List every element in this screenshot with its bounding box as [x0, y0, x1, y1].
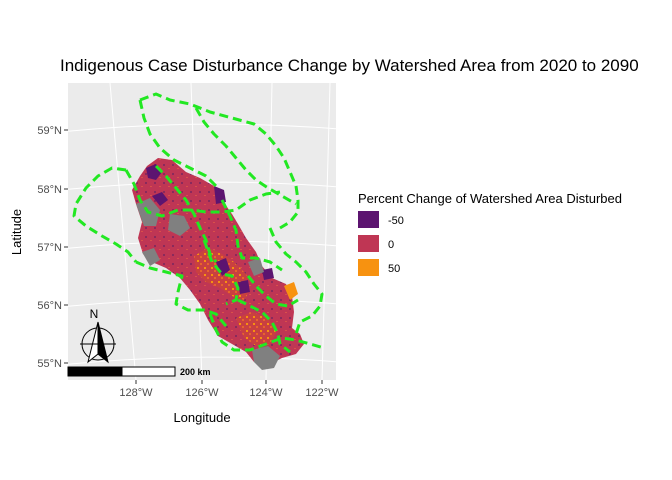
- no-data-area-southwest: [142, 248, 160, 266]
- watershed-area-decrease-mid: [238, 280, 250, 294]
- y-axis: 59°N 58°N 57°N 56°N 55°N: [37, 125, 68, 370]
- y-tick-label: 59°N: [37, 125, 62, 137]
- x-axis-title: Longitude: [173, 410, 230, 425]
- scale-bar: 200 km: [67, 366, 211, 377]
- no-data-area-ridge: [248, 258, 264, 276]
- watershed-area-decrease-small: [262, 268, 274, 280]
- x-tick-label: 128°W: [119, 387, 153, 399]
- y-tick-label: 55°N: [37, 358, 62, 370]
- legend-swatch-decrease: [358, 211, 379, 228]
- north-arrow-label: N: [90, 307, 99, 321]
- watershed-area-decrease-south: [216, 258, 230, 276]
- boundary-central: [154, 164, 218, 263]
- boundary-north-inner: [138, 99, 218, 188]
- x-tick-label: 126°W: [185, 387, 219, 399]
- boundary-northwest: [194, 107, 297, 206]
- no-data-area-south: [252, 346, 280, 370]
- boundary-mid-south: [237, 298, 291, 354]
- legend-swatch-increase: [358, 259, 379, 276]
- boundary-east-inner: [246, 275, 299, 308]
- north-arrow: N: [80, 307, 116, 364]
- watershed-area-increase-south: [236, 312, 276, 346]
- legend-swatch-zero: [358, 235, 379, 252]
- legend: Percent Change of Watershed Area Disturb…: [358, 191, 622, 276]
- boundary-central-east: [220, 199, 283, 272]
- boundary-outlines: [72, 92, 325, 354]
- watershed-area-increase-east: [284, 282, 298, 300]
- legend-label: 0: [388, 239, 394, 251]
- boundary-west-inner: [124, 169, 281, 218]
- boundary-southeast: [268, 227, 324, 335]
- boundary-north: [139, 92, 300, 230]
- boundary-west: [72, 166, 138, 263]
- boundary-central-south: [202, 239, 240, 306]
- map-title: Indigenous Case Disturbance Change by Wa…: [60, 56, 639, 75]
- watershed-area-decrease-west: [152, 192, 168, 206]
- legend-label: 50: [388, 263, 400, 275]
- scale-bar-label: 200 km: [180, 367, 211, 377]
- legend-label: -50: [388, 215, 404, 227]
- x-tick-label: 124°W: [249, 387, 283, 399]
- no-data-area-center: [168, 214, 190, 236]
- boundary-south: [208, 313, 325, 352]
- x-tick-label: 122°W: [305, 387, 339, 399]
- x-axis: 128°W 126°W 124°W 122°W: [119, 380, 339, 399]
- y-tick-label: 58°N: [37, 184, 62, 196]
- boundary-southwest: [135, 260, 228, 327]
- y-tick-label: 57°N: [37, 242, 62, 254]
- legend-title: Percent Change of Watershed Area Disturb…: [358, 191, 622, 206]
- y-tick-label: 56°N: [37, 300, 62, 312]
- y-axis-title: Latitude: [9, 209, 24, 255]
